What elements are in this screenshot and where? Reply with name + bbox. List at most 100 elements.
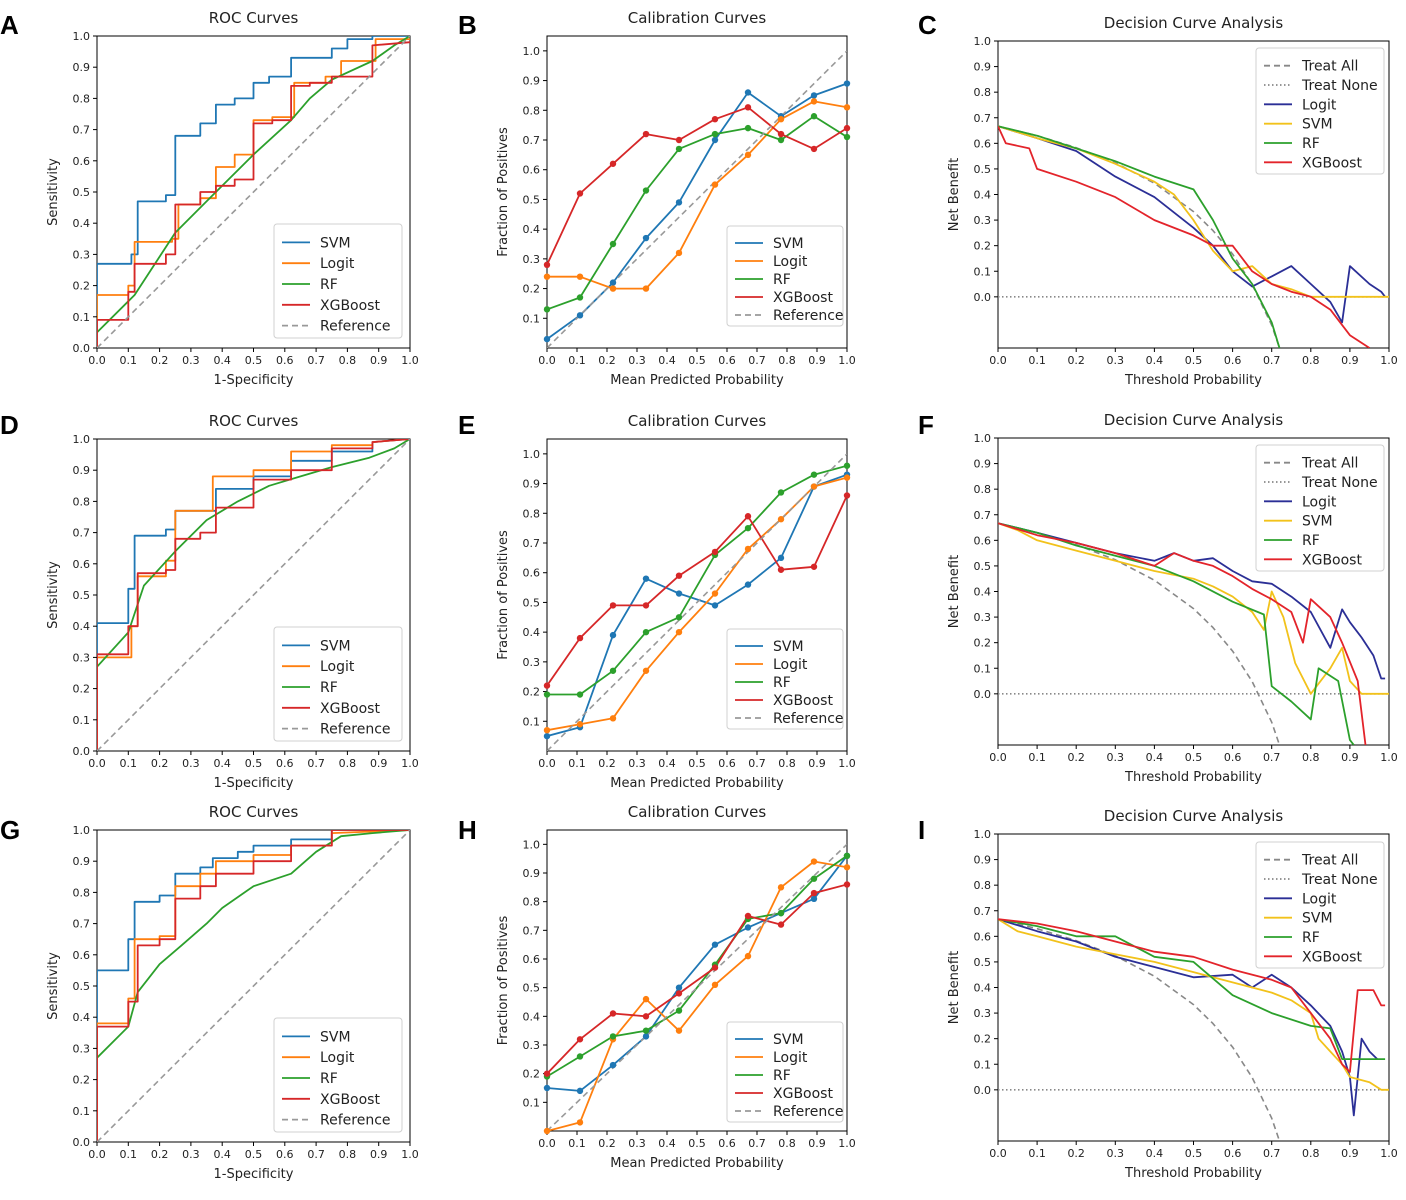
y-tick-label: 1.0 <box>974 828 992 841</box>
chart-i: Decision Curve Analysis 0.0 0.1 0.2 0.3 0.4 0.… <box>947 807 1398 1181</box>
y-tick-label: 0.0 <box>73 1136 91 1149</box>
data-point-svm <box>609 1061 617 1069</box>
y-tick-label: 0.9 <box>523 867 541 880</box>
data-point-xgboost <box>711 116 719 123</box>
panel-letter-i: I <box>918 815 926 845</box>
data-point-rf <box>777 136 785 144</box>
data-point-rf <box>675 614 683 621</box>
y-tick-label: 0.4 <box>73 620 91 633</box>
legend-label-rf: RF <box>773 1068 791 1084</box>
x-tick-label: 0.8 <box>1302 1147 1320 1160</box>
y-tick-label: 0.7 <box>73 527 91 540</box>
y-tick-label: 0.1 <box>974 265 992 278</box>
series-line-rf <box>547 115 847 311</box>
chart-h-xlabel: Mean Predicted Probability <box>610 1156 784 1171</box>
series-line-xgboost <box>97 439 410 751</box>
x-tick-label: 0.3 <box>1107 1147 1125 1160</box>
x-tick-label: 1.0 <box>838 1137 856 1150</box>
data-point-svm <box>609 279 617 286</box>
data-point-rf <box>810 113 818 120</box>
x-tick-label: 1.0 <box>838 354 856 367</box>
x-tick-label: 0.7 <box>748 354 766 367</box>
y-tick-label: 0.7 <box>974 509 992 522</box>
y-tick-label: 1.0 <box>974 432 992 445</box>
legend-label-svm: SVM <box>320 638 351 654</box>
y-tick-label: 0.8 <box>974 879 992 892</box>
data-point-logit <box>642 995 650 1003</box>
chart-d-xlabel: 1-Specificity <box>214 776 294 791</box>
data-point-rf <box>777 909 785 917</box>
data-point-logit <box>744 151 752 159</box>
x-tick-label: 0.8 <box>778 354 796 367</box>
data-point-rf <box>543 691 551 698</box>
y-tick-label: 0.7 <box>974 112 992 125</box>
data-point-rf <box>843 852 851 859</box>
legend-label-xgboost: XGBoost <box>1302 949 1362 965</box>
data-point-svm <box>543 732 551 740</box>
data-point-xgboost <box>576 1036 584 1043</box>
series-line-logit <box>97 38 410 348</box>
data-point-svm <box>744 89 752 96</box>
x-tick-label: 0.5 <box>688 354 706 367</box>
data-point-xgboost <box>543 261 551 268</box>
chart-c-xlabel: Threshold Probability <box>1124 373 1262 388</box>
y-tick-label: 0.7 <box>73 124 91 137</box>
x-tick-label: 0.5 <box>245 757 263 770</box>
x-tick-label: 0.0 <box>88 757 106 770</box>
data-point-logit <box>675 249 683 257</box>
x-tick-label: 0.2 <box>151 757 169 770</box>
series-line-rf <box>998 918 1386 1060</box>
y-tick-label: 0.1 <box>974 1058 992 1071</box>
chart-i-series <box>998 918 1389 1141</box>
series-line-svm <box>97 36 410 348</box>
series-line-xgboost <box>998 522 1367 745</box>
y-tick-label: 0.5 <box>73 589 91 602</box>
panel-letter-g: G <box>0 815 21 845</box>
x-tick-label: 0.3 <box>628 354 646 367</box>
data-point-xgboost <box>576 634 584 642</box>
legend-label-xgboost: XGBoost <box>320 298 380 314</box>
series-line-xgboost <box>547 495 847 687</box>
legend-label-reference: Reference <box>320 722 391 738</box>
x-tick-label: 0.2 <box>598 1137 616 1150</box>
x-tick-label: 0.5 <box>1185 354 1203 367</box>
y-tick-label: 0.2 <box>974 637 992 650</box>
y-tick-label: 0.8 <box>73 495 91 508</box>
chart-f-xlabel: Threshold Probability <box>1124 770 1262 785</box>
y-tick-label: 0.8 <box>974 86 992 99</box>
legend-box <box>273 626 403 742</box>
y-tick-label: 0.4 <box>523 626 541 639</box>
chart-h-title: Calibration Curves <box>628 803 767 821</box>
data-point-svm <box>744 924 752 931</box>
y-tick-label: 0.3 <box>73 1042 91 1055</box>
legend-label-treat-all: Treat All <box>1301 853 1358 869</box>
x-tick-label: 0.0 <box>88 354 106 367</box>
legend-label-rf: RF <box>1302 533 1320 549</box>
data-point-rf <box>744 124 752 132</box>
legend-label-svm: SVM <box>1302 514 1333 530</box>
chart-g-xlabel: 1-Specificity <box>214 1167 294 1182</box>
y-tick-label: 0.3 <box>974 1007 992 1020</box>
data-point-rf <box>543 306 551 313</box>
x-tick-label: 0.6 <box>276 1148 294 1161</box>
y-tick-label: 0.0 <box>974 1084 992 1097</box>
y-tick-label: 0.2 <box>523 1068 541 1081</box>
x-tick-label: 0.6 <box>1224 751 1242 764</box>
series-line-svm <box>547 473 847 737</box>
data-point-logit <box>576 273 584 280</box>
data-point-svm <box>642 575 650 582</box>
y-tick-label: 0.7 <box>73 918 91 931</box>
chart-a-xlabel: 1-Specificity <box>214 373 294 388</box>
y-tick-label: 0.6 <box>73 949 91 962</box>
y-tick-label: 0.3 <box>523 1039 541 1052</box>
legend-label-rf: RF <box>320 277 338 293</box>
data-point-xgboost <box>642 1013 650 1020</box>
x-tick-label: 0.6 <box>276 757 294 770</box>
x-tick-label: 0.8 <box>339 354 357 367</box>
y-tick-label: 0.8 <box>523 896 541 909</box>
y-tick-label: 0.8 <box>73 92 91 105</box>
data-point-xgboost <box>711 964 719 971</box>
chart-h-ylabel: Fraction of Positives <box>496 915 511 1045</box>
legend-label-rf: RF <box>773 272 791 288</box>
y-tick-label: 0.9 <box>73 464 91 477</box>
